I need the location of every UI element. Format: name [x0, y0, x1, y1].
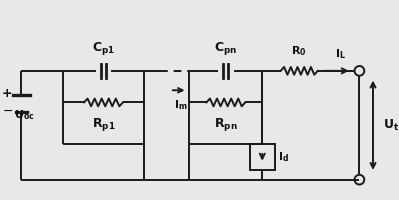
Text: $\mathbf{R_{p1}}$: $\mathbf{R_{p1}}$ [92, 116, 115, 133]
Text: $\mathbf{R_{pn}}$: $\mathbf{R_{pn}}$ [214, 116, 238, 133]
Text: $\mathbf{U_t}$: $\mathbf{U_t}$ [383, 118, 399, 133]
Text: $-$: $-$ [2, 104, 13, 117]
Text: $\mathbf{I_L}$: $\mathbf{I_L}$ [336, 47, 346, 61]
Text: $\mathbf{I_m}$: $\mathbf{I_m}$ [174, 98, 188, 112]
Text: $\mathbf{R_0}$: $\mathbf{R_0}$ [291, 44, 307, 58]
Text: +: + [2, 87, 12, 100]
Text: $\mathbf{I_d}$: $\mathbf{I_d}$ [278, 150, 289, 164]
Bar [250, 144, 275, 170]
Text: $\mathbf{U_{oc}}$: $\mathbf{U_{oc}}$ [14, 108, 35, 122]
Text: $\mathbf{C_{pn}}$: $\mathbf{C_{pn}}$ [214, 40, 237, 57]
Text: $\mathbf{C_{p1}}$: $\mathbf{C_{p1}}$ [92, 40, 115, 57]
